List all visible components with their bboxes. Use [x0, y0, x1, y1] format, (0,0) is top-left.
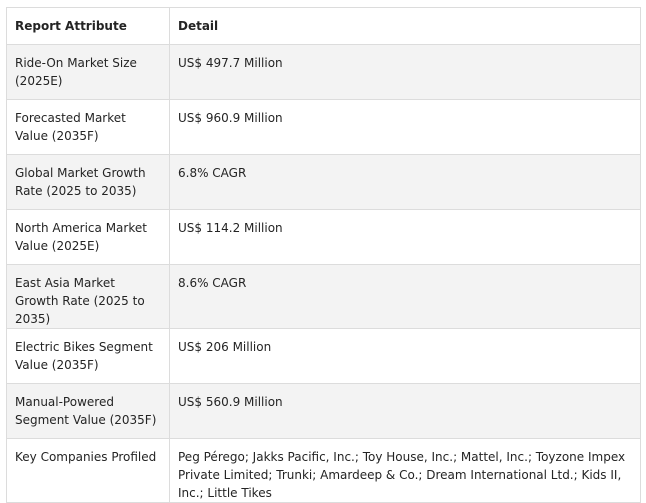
row-detail: US$ 560.9 Million: [169, 383, 641, 439]
table-row: Key Companies Profiled Peg Pérego; Jakks…: [6, 438, 641, 503]
report-attributes-table: Report Attribute Detail Ride-On Market S…: [6, 7, 641, 503]
row-detail: 6.8% CAGR: [169, 154, 641, 210]
row-attribute: Key Companies Profiled: [6, 438, 170, 503]
table-row: Ride-On Market Size (2025E) US$ 497.7 Mi…: [6, 44, 641, 100]
row-detail: US$ 114.2 Million: [169, 209, 641, 265]
row-attribute: Electric Bikes Segment Value (2035F): [6, 328, 170, 384]
header-report-attribute: Report Attribute: [6, 7, 170, 45]
table-row: Electric Bikes Segment Value (2035F) US$…: [6, 328, 641, 384]
row-detail: 8.6% CAGR: [169, 264, 641, 329]
table-header-row: Report Attribute Detail: [6, 7, 641, 45]
table-row: Global Market Growth Rate (2025 to 2035)…: [6, 154, 641, 210]
row-attribute: North America Market Value (2025E): [6, 209, 170, 265]
header-detail: Detail: [169, 7, 641, 45]
row-detail: Peg Pérego; Jakks Pacific, Inc.; Toy Hou…: [169, 438, 641, 503]
row-detail: US$ 960.9 Million: [169, 99, 641, 155]
row-detail: US$ 206 Million: [169, 328, 641, 384]
table-row: Manual-Powered Segment Value (2035F) US$…: [6, 383, 641, 439]
table-row: Forecasted Market Value (2035F) US$ 960.…: [6, 99, 641, 155]
row-attribute: East Asia Market Growth Rate (2025 to 20…: [6, 264, 170, 329]
table-row: East Asia Market Growth Rate (2025 to 20…: [6, 264, 641, 329]
row-detail: US$ 497.7 Million: [169, 44, 641, 100]
table-row: North America Market Value (2025E) US$ 1…: [6, 209, 641, 265]
row-attribute: Global Market Growth Rate (2025 to 2035): [6, 154, 170, 210]
row-attribute: Forecasted Market Value (2035F): [6, 99, 170, 155]
row-attribute: Manual-Powered Segment Value (2035F): [6, 383, 170, 439]
row-attribute: Ride-On Market Size (2025E): [6, 44, 170, 100]
